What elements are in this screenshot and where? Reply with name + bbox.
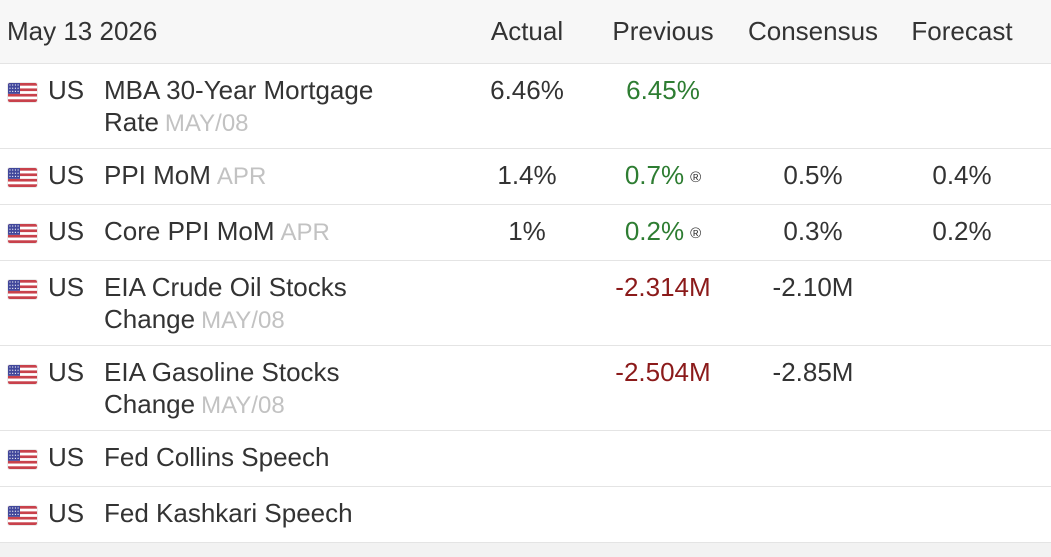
event-row[interactable]: US Fed Collins Speech xyxy=(0,431,1051,487)
previous-value-cell: -2.504M xyxy=(600,356,726,388)
previous-value: -2.314M xyxy=(615,272,711,302)
previous-value: 6.45% xyxy=(626,75,700,105)
us-flag-icon xyxy=(8,168,37,187)
country-code: US xyxy=(48,160,85,190)
event-title[interactable]: Core PPI MoM xyxy=(104,216,275,246)
previous-value-cell: -2.314M xyxy=(600,271,726,303)
event-name[interactable]: EIA Crude Oil Stocks Change MAY/08 xyxy=(104,271,454,337)
event-reference-period: MAY/08 xyxy=(201,307,285,334)
us-flag-icon xyxy=(8,506,37,525)
revised-mark: ® xyxy=(690,225,702,242)
previous-column-header[interactable]: Previous xyxy=(612,16,714,46)
consensus-value: -2.10M xyxy=(772,272,854,302)
event-name[interactable]: PPI MoM APR xyxy=(104,159,454,193)
event-title[interactable]: PPI MoM xyxy=(104,160,211,190)
country-code: US xyxy=(48,442,85,472)
event-name[interactable]: EIA Gasoline Stocks Change MAY/08 xyxy=(104,356,454,422)
country-code: US xyxy=(48,272,85,302)
event-title[interactable]: Fed Collins Speech xyxy=(104,442,330,472)
actual-value: 1.4% xyxy=(497,160,557,190)
date-heading: May 13 2026 xyxy=(7,16,158,46)
event-reference-period: MAY/08 xyxy=(164,110,249,137)
consensus-column-header[interactable]: Consensus xyxy=(747,16,879,46)
previous-value: -2.504M xyxy=(615,357,711,387)
event-title[interactable]: EIA Gasoline Stocks Change xyxy=(104,357,340,419)
country-code: US xyxy=(48,216,85,246)
previous-value-cell: 0.2% ® xyxy=(600,215,726,250)
consensus-value: 0.5% xyxy=(783,160,843,190)
previous-value: 0.7% xyxy=(624,160,685,190)
event-title[interactable]: Fed Kashkari Speech xyxy=(104,498,353,528)
event-reference-period: MAY/08 xyxy=(201,392,285,419)
event-row[interactable]: US Fed Kashkari Speech xyxy=(0,487,1051,543)
country-code: US xyxy=(48,357,85,387)
previous-value-cell: 6.45% xyxy=(600,74,726,106)
country-code: US xyxy=(48,75,85,105)
event-name[interactable]: Fed Collins Speech xyxy=(104,441,454,473)
event-row[interactable]: US PPI MoM APR 1.4% 0.7% ® 0.5% 0.4% xyxy=(0,149,1051,205)
actual-value: 6.46% xyxy=(490,75,564,105)
previous-value-cell: 0.7% ® xyxy=(600,159,726,194)
event-row[interactable]: US EIA Crude Oil Stocks Change MAY/08 -2.… xyxy=(0,261,1051,346)
us-flag-icon xyxy=(8,365,37,384)
footer-strip xyxy=(0,543,1051,557)
event-title[interactable]: EIA Crude Oil Stocks Change xyxy=(104,272,347,334)
us-flag-icon xyxy=(8,83,37,102)
forecast-column-header[interactable]: Forecast xyxy=(911,16,1013,46)
us-flag-icon xyxy=(8,280,37,299)
actual-value: 1% xyxy=(508,216,546,246)
country-code: US xyxy=(48,498,85,528)
event-title[interactable]: MBA 30-Year Mortgage Rate xyxy=(104,75,374,137)
calendar-header: May 13 2026 Actual Previous Consensus Fo… xyxy=(0,0,1051,64)
revised-mark: ® xyxy=(690,169,702,186)
consensus-value: -2.85M xyxy=(772,357,854,387)
event-row[interactable]: US EIA Gasoline Stocks Change MAY/08 -2.5… xyxy=(0,346,1051,431)
us-flag-icon xyxy=(8,450,37,469)
event-name[interactable]: Core PPI MoM APR xyxy=(104,215,454,249)
forecast-value: 0.4% xyxy=(932,160,992,190)
consensus-value: 0.3% xyxy=(783,216,843,246)
event-reference-period: APR xyxy=(280,219,330,246)
event-reference-period: APR xyxy=(216,163,267,190)
event-row[interactable]: US Core PPI MoM APR 1% 0.2% ® 0.3% 0.2% xyxy=(0,205,1051,261)
previous-value: 0.2% xyxy=(624,216,685,246)
event-name[interactable]: MBA 30-Year Mortgage Rate MAY/08 xyxy=(104,74,454,140)
us-flag-icon xyxy=(8,224,37,243)
event-name[interactable]: Fed Kashkari Speech xyxy=(104,497,454,529)
event-row[interactable]: US MBA 30-Year Mortgage Rate MAY/08 6.46%… xyxy=(0,64,1051,149)
forecast-value: 0.2% xyxy=(932,216,992,246)
actual-column-header[interactable]: Actual xyxy=(490,16,564,46)
